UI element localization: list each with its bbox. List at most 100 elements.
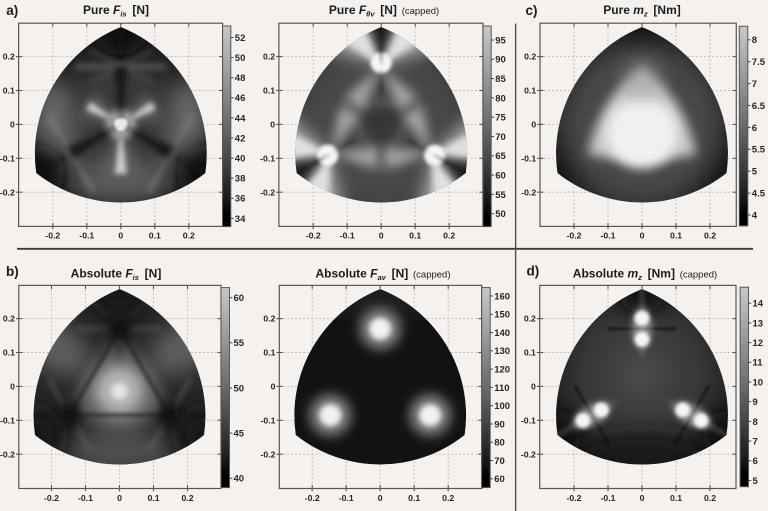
svg-text:Pure Fθv [N] (capped): Pure Fθv [N] (capped) xyxy=(329,3,439,19)
svg-text:80: 80 xyxy=(495,93,506,104)
svg-text:Pure Fis [N]: Pure Fis [N] xyxy=(83,3,149,19)
svg-text:a): a) xyxy=(6,3,18,18)
svg-text:0: 0 xyxy=(531,120,536,130)
svg-text:0.2: 0.2 xyxy=(442,493,454,503)
svg-text:55: 55 xyxy=(495,190,506,201)
svg-text:0.2: 0.2 xyxy=(524,52,536,62)
svg-text:46: 46 xyxy=(235,93,246,104)
svg-text:Pure mz [Nm]: Pure mz [Nm] xyxy=(603,3,681,19)
svg-text:90: 90 xyxy=(494,419,505,430)
svg-text:0: 0 xyxy=(531,382,536,392)
svg-text:11: 11 xyxy=(753,358,764,369)
svg-text:0.1: 0.1 xyxy=(524,348,536,358)
svg-text:-0.1: -0.1 xyxy=(339,493,354,503)
svg-text:0.2: 0.2 xyxy=(263,52,275,62)
svg-text:0.1: 0.1 xyxy=(524,86,536,96)
svg-text:0.2: 0.2 xyxy=(183,231,195,241)
svg-text:5: 5 xyxy=(753,476,759,487)
svg-text:-0.1: -0.1 xyxy=(260,153,275,163)
svg-text:0: 0 xyxy=(640,493,645,503)
svg-text:110: 110 xyxy=(494,383,509,394)
svg-text:75: 75 xyxy=(495,113,506,124)
svg-text:0: 0 xyxy=(270,120,275,130)
svg-text:0.1: 0.1 xyxy=(263,86,275,96)
svg-text:60: 60 xyxy=(495,171,506,182)
svg-text:12: 12 xyxy=(753,338,764,349)
svg-text:90: 90 xyxy=(495,55,506,66)
svg-text:0.1: 0.1 xyxy=(149,231,161,241)
svg-text:0.1: 0.1 xyxy=(670,231,682,241)
svg-text:-0.1: -0.1 xyxy=(521,415,536,425)
svg-text:60: 60 xyxy=(494,474,505,485)
svg-text:65: 65 xyxy=(495,151,506,162)
svg-text:100: 100 xyxy=(494,401,510,412)
svg-text:-0.2: -0.2 xyxy=(44,493,59,503)
svg-text:8: 8 xyxy=(752,35,757,46)
svg-text:6: 6 xyxy=(752,123,757,134)
svg-text:-0.1: -0.1 xyxy=(0,153,15,163)
svg-text:48: 48 xyxy=(235,73,246,84)
svg-text:5.5: 5.5 xyxy=(752,145,766,156)
svg-text:-0.2: -0.2 xyxy=(567,493,582,503)
svg-text:160: 160 xyxy=(494,291,510,302)
svg-text:-0.2: -0.2 xyxy=(45,231,60,241)
svg-text:7: 7 xyxy=(752,79,757,90)
svg-text:0: 0 xyxy=(10,382,15,392)
svg-text:40: 40 xyxy=(234,474,245,485)
svg-text:-0.1: -0.1 xyxy=(340,231,355,241)
svg-text:9: 9 xyxy=(753,397,758,408)
svg-text:Absolute Fav [N] (capped): Absolute Fav [N] (capped) xyxy=(315,267,450,283)
svg-text:-0.1: -0.1 xyxy=(521,153,536,163)
svg-text:-0.1: -0.1 xyxy=(0,415,15,425)
svg-text:7.5: 7.5 xyxy=(752,57,766,68)
svg-text:50: 50 xyxy=(235,53,246,64)
svg-text:0: 0 xyxy=(640,231,645,241)
svg-text:b): b) xyxy=(6,264,19,279)
svg-text:85: 85 xyxy=(495,74,506,85)
svg-text:-0.2: -0.2 xyxy=(305,493,320,503)
svg-text:c): c) xyxy=(526,3,538,18)
svg-text:7: 7 xyxy=(753,437,758,448)
svg-text:0.1: 0.1 xyxy=(263,348,275,358)
svg-text:40: 40 xyxy=(235,154,246,165)
svg-text:140: 140 xyxy=(494,328,510,339)
svg-text:0.2: 0.2 xyxy=(263,314,275,324)
svg-text:0.1: 0.1 xyxy=(409,231,421,241)
svg-text:-0.1: -0.1 xyxy=(78,493,93,503)
svg-text:0: 0 xyxy=(10,120,15,130)
svg-text:-0.2: -0.2 xyxy=(521,449,536,459)
svg-text:0.2: 0.2 xyxy=(3,52,15,62)
svg-text:0.2: 0.2 xyxy=(3,314,15,324)
svg-text:0: 0 xyxy=(117,493,122,503)
svg-text:-0.1: -0.1 xyxy=(601,231,616,241)
svg-text:-0.1: -0.1 xyxy=(79,231,94,241)
svg-text:50: 50 xyxy=(495,209,506,220)
svg-text:-0.2: -0.2 xyxy=(567,231,582,241)
svg-text:0.1: 0.1 xyxy=(147,493,159,503)
svg-text:0.2: 0.2 xyxy=(181,493,193,503)
svg-text:44: 44 xyxy=(235,113,246,124)
svg-text:34: 34 xyxy=(235,214,246,225)
svg-text:70: 70 xyxy=(495,132,506,143)
svg-text:-0.1: -0.1 xyxy=(601,493,616,503)
svg-text:-0.2: -0.2 xyxy=(521,187,536,197)
svg-text:0.1: 0.1 xyxy=(408,493,420,503)
svg-text:0.2: 0.2 xyxy=(704,231,716,241)
svg-text:45: 45 xyxy=(234,429,245,440)
svg-text:0.2: 0.2 xyxy=(524,314,536,324)
svg-text:8: 8 xyxy=(753,417,758,428)
svg-text:130: 130 xyxy=(494,346,510,357)
svg-text:d): d) xyxy=(527,264,540,279)
svg-text:Absolute mz [Nm] (capped): Absolute mz [Nm] (capped) xyxy=(573,267,717,283)
svg-text:52: 52 xyxy=(235,33,246,44)
svg-text:38: 38 xyxy=(235,174,246,185)
svg-text:0.2: 0.2 xyxy=(704,493,716,503)
svg-text:50: 50 xyxy=(234,383,245,394)
svg-text:-0.2: -0.2 xyxy=(260,187,275,197)
svg-text:55: 55 xyxy=(234,338,245,349)
svg-text:42: 42 xyxy=(235,133,246,144)
svg-text:-0.2: -0.2 xyxy=(0,449,15,459)
svg-text:Absolute Fis [N]: Absolute Fis [N] xyxy=(71,267,162,283)
svg-text:-0.2: -0.2 xyxy=(306,231,321,241)
svg-text:14: 14 xyxy=(753,299,764,310)
